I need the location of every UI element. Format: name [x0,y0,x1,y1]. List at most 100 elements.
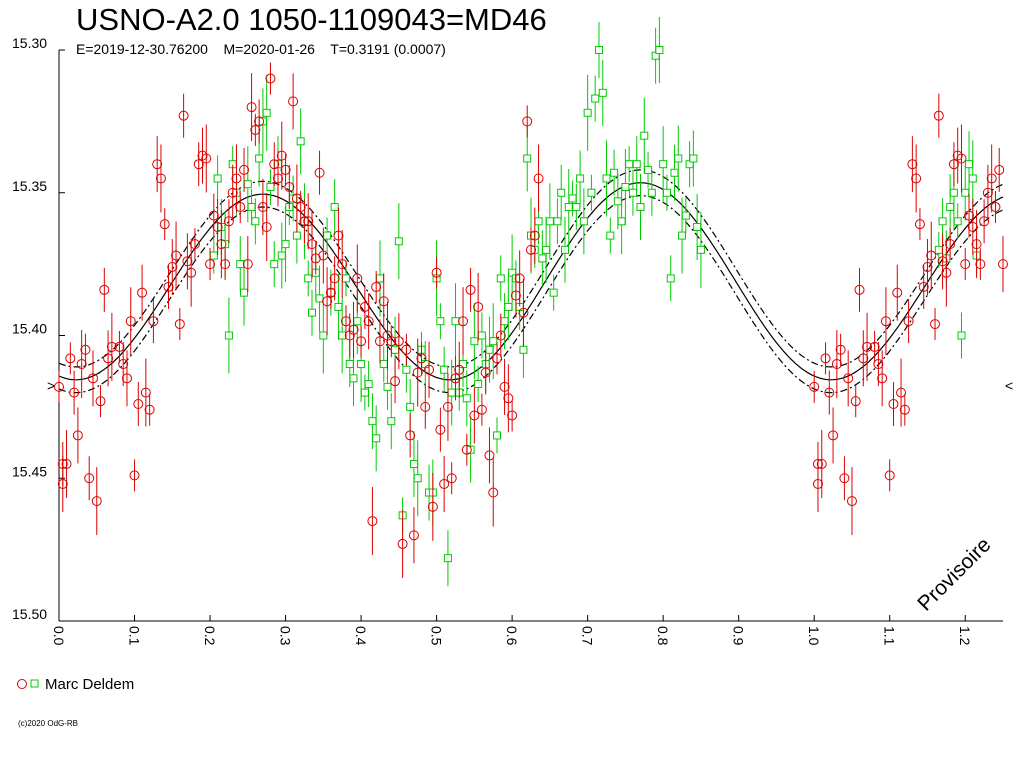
green-point [349,374,358,383]
green-point [579,217,588,226]
chart-title: USNO-A2.0 1050-1109043=MD46 [76,2,547,37]
green-point [644,165,653,174]
green-point [534,217,543,226]
red-point [344,330,355,341]
green-point [304,274,313,283]
red-point [850,396,861,407]
red-point [152,159,163,170]
red-point [899,404,910,415]
right-marker: < [1005,377,1013,393]
red-point [964,210,975,221]
green-point [557,188,566,197]
green-point [602,174,611,183]
legend-circle-marker [17,679,27,689]
red-point [242,259,253,270]
red-point [348,324,359,335]
red-point [412,367,423,378]
y-tick-label: 15.30 [12,35,47,51]
red-point [831,359,842,370]
red-point [193,159,204,170]
green-point [549,288,558,297]
red-point [922,261,933,272]
green-point [477,331,486,340]
red-point [220,259,231,270]
green-point [447,388,456,397]
red-point [476,404,487,415]
red-point [435,424,446,435]
red-point [261,222,272,233]
legend: Marc Deldem [17,676,134,693]
green-point [938,217,947,226]
red-point [828,430,839,441]
red-point [208,210,219,221]
green-point [462,394,471,403]
green-point [946,203,955,212]
red-point [103,353,114,364]
model-lower-envelope [58,195,1004,394]
red-point [178,110,189,121]
red-point [869,341,880,352]
red-point [374,336,385,347]
green-point [262,108,271,117]
red-point [239,164,250,175]
green-point [628,188,637,197]
red-point [322,296,333,307]
red-point [99,284,110,295]
red-point [465,284,476,295]
x-tick-label: 0.5 [429,626,445,646]
green-point [594,46,603,54]
red-point [401,344,412,355]
green-point [368,417,377,426]
red-point [231,173,242,184]
y-tick-label: 15.40 [12,321,47,337]
green-point [341,274,350,283]
green-point [504,302,513,311]
green-point [315,294,324,303]
red-point [971,239,982,250]
green-point [545,217,554,226]
red-point [329,273,340,284]
green-point [243,180,252,189]
green-point [489,337,498,346]
red-point [371,281,382,292]
model-upper-envelope [58,169,1004,368]
red-point [473,301,484,312]
red-point [907,159,918,170]
green-point [678,231,687,240]
red-point [295,202,306,213]
red-point [990,202,1001,213]
red-point [397,538,408,549]
green-point [247,203,256,212]
red-point [488,487,499,498]
red-point [378,296,389,307]
green-point [583,108,592,117]
green-point [406,402,415,411]
red-point [299,216,310,227]
green-point [632,160,641,169]
red-point [159,219,170,230]
red-point [492,353,503,364]
red-point [148,316,159,327]
red-point [167,261,178,272]
red-point [424,364,435,375]
green-point [961,188,970,197]
model-curve [58,182,1004,381]
red-point [484,450,495,461]
green-point [387,417,396,426]
red-point [812,478,823,489]
red-point [442,401,453,412]
red-point [454,364,465,375]
green-point [689,154,698,163]
green-point [296,137,305,146]
green-point [379,360,388,369]
green-point [364,380,373,389]
green-point [568,194,577,203]
red-point [72,430,83,441]
red-point [948,159,959,170]
green-point [451,317,460,326]
green-point [674,154,683,163]
green-point [640,131,649,140]
red-point [952,150,963,161]
green-point [281,240,290,249]
green-point [394,237,403,246]
